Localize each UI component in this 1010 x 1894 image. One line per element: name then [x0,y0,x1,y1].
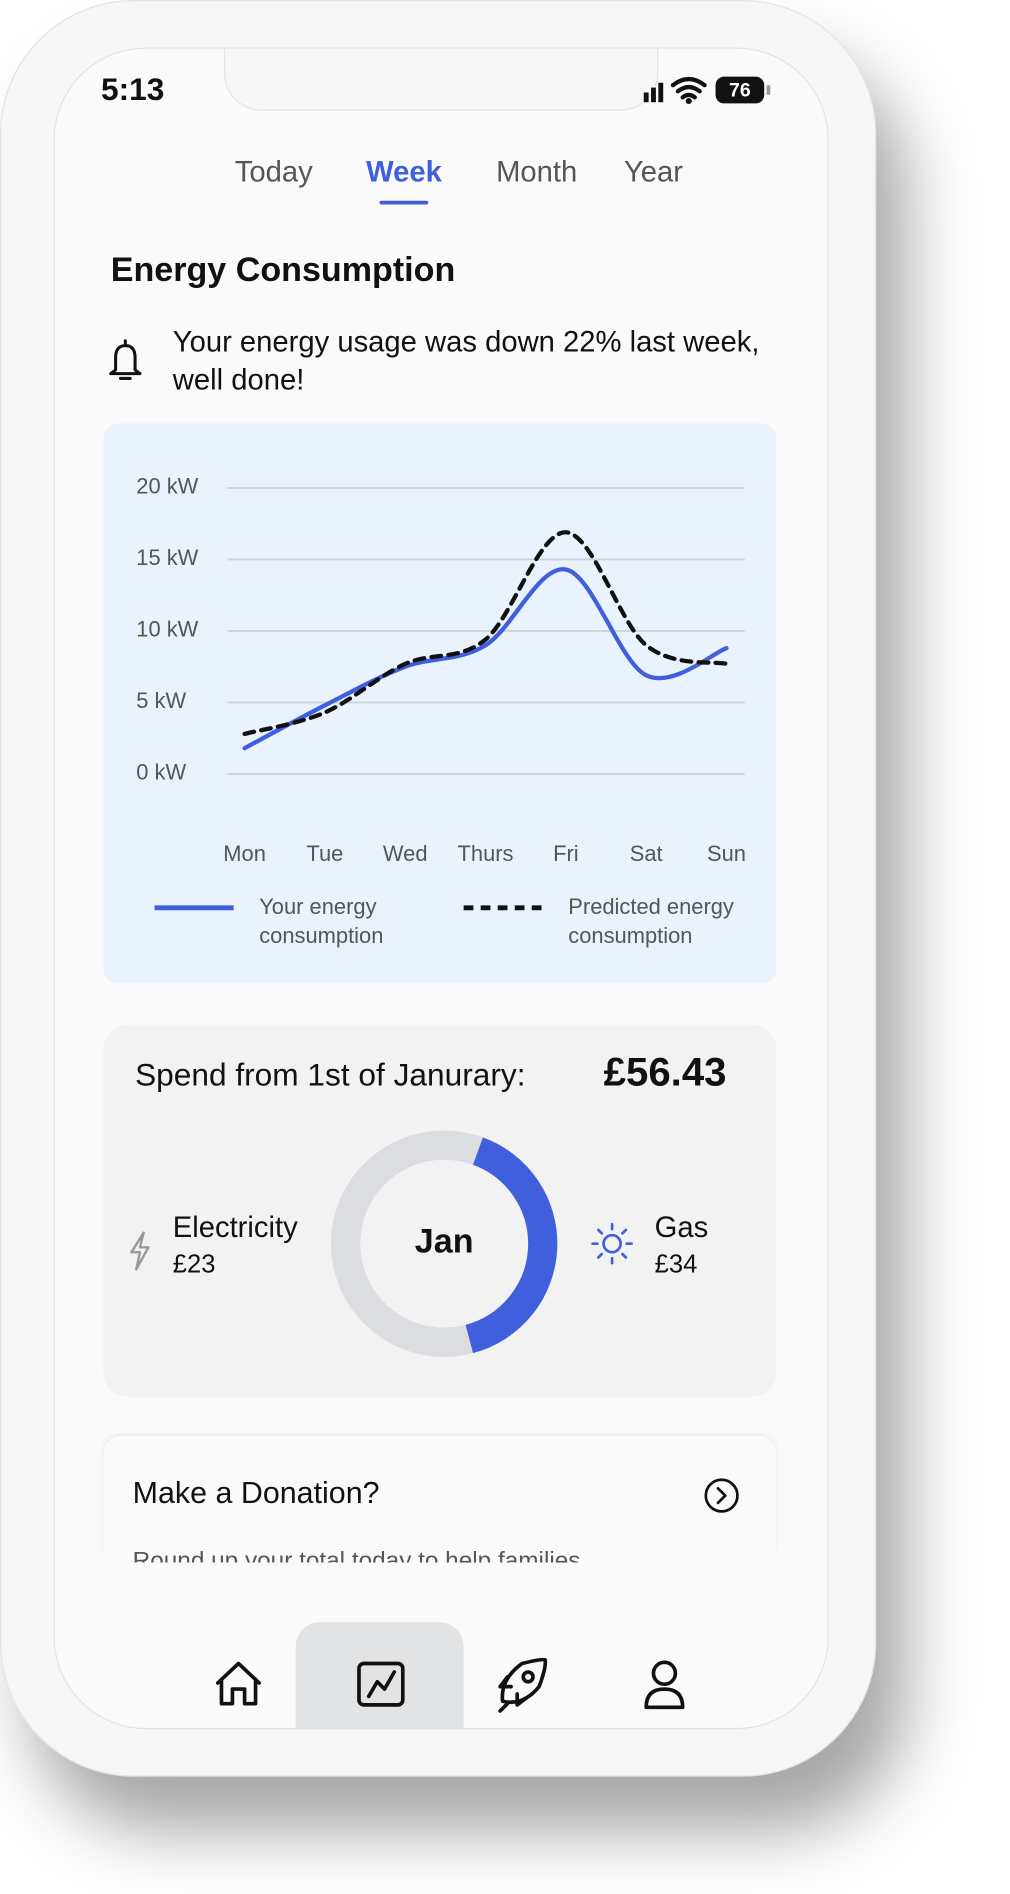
tab[interactable]: Week [366,155,442,205]
nav-profile[interactable] [651,1660,678,1687]
x-tick-label: Thurs [458,841,514,866]
legend-label: Electricity [173,1212,298,1244]
donation-card[interactable]: Make a Donation? Round up your total tod… [103,1435,777,1563]
legend-label: Predicted energy consumption [568,894,734,948]
donation-text: Round up your total today to help famili… [132,1547,581,1563]
x-tick-label: Sat [630,841,663,866]
notch [225,48,658,110]
y-tick-label: 15 kW [136,545,198,570]
bottom-nav [215,1657,685,1713]
data-line [242,567,729,751]
nav-rocket[interactable] [498,1657,548,1713]
x-tick-label: Fri [553,841,579,866]
nav-active-bg [295,1622,464,1728]
tab[interactable]: Today [234,155,313,189]
screen: 5:13 76 Today Week Month Year Energy Consum… [54,48,828,1728]
y-tick-label: 0 kW [136,760,186,785]
line-chart: 0 kW 5 kW 10 kW 15 kW 20 kW Mon Tue Wed Thurs Fri… [136,474,746,911]
notice-text: Your energy usage was down 22% last week… [172,326,760,397]
bell-icon [109,339,142,380]
y-tick-label: 20 kW [136,474,198,499]
donut-segment [465,1137,558,1354]
donut-center-label: Jan [415,1223,474,1261]
donut-chart: Jan Electricity £23 Gas £34 [173,1130,709,1357]
nav-home[interactable] [215,1661,262,1706]
section-title: Energy Consumption [110,250,456,289]
nav-chart[interactable] [357,1661,405,1707]
x-tick-label: Mon [223,841,266,866]
y-tick-label: 10 kW [136,617,198,642]
gas-icon [591,1222,633,1265]
legend-label: Your energy consumption [259,894,384,948]
status-icons: 76 [643,76,771,105]
legend-label: Gas [655,1212,709,1244]
legend-value: £23 [173,1250,216,1278]
tab[interactable]: Year [623,155,683,189]
arrow-button[interactable] [703,1477,740,1514]
donut-segment [331,1130,483,1357]
tab[interactable]: Month [496,155,578,189]
data-line [242,530,729,737]
spend-card: Spend from 1st of Janurary: £56.43 Jan El… [103,1024,777,1398]
y-tick-label: 5 kW [136,688,186,713]
donation-title: Make a Donation? [132,1476,380,1511]
status-time: 5:13 [101,70,165,108]
legend-value: £34 [655,1250,698,1278]
spend-title: Spend from 1st of Janurary: [135,1056,526,1093]
x-tick-label: Wed [383,841,428,866]
x-tick-label: Sun [707,841,746,866]
spend-total: £56.43 [603,1048,727,1094]
electricity-icon [130,1231,150,1271]
x-tick-label: Tue [306,841,343,866]
chart-panel: 0 kW 5 kW 10 kW 15 kW 20 kW Mon Tue Wed Thurs Fri… [103,423,777,984]
battery-level: 76 [729,79,751,101]
